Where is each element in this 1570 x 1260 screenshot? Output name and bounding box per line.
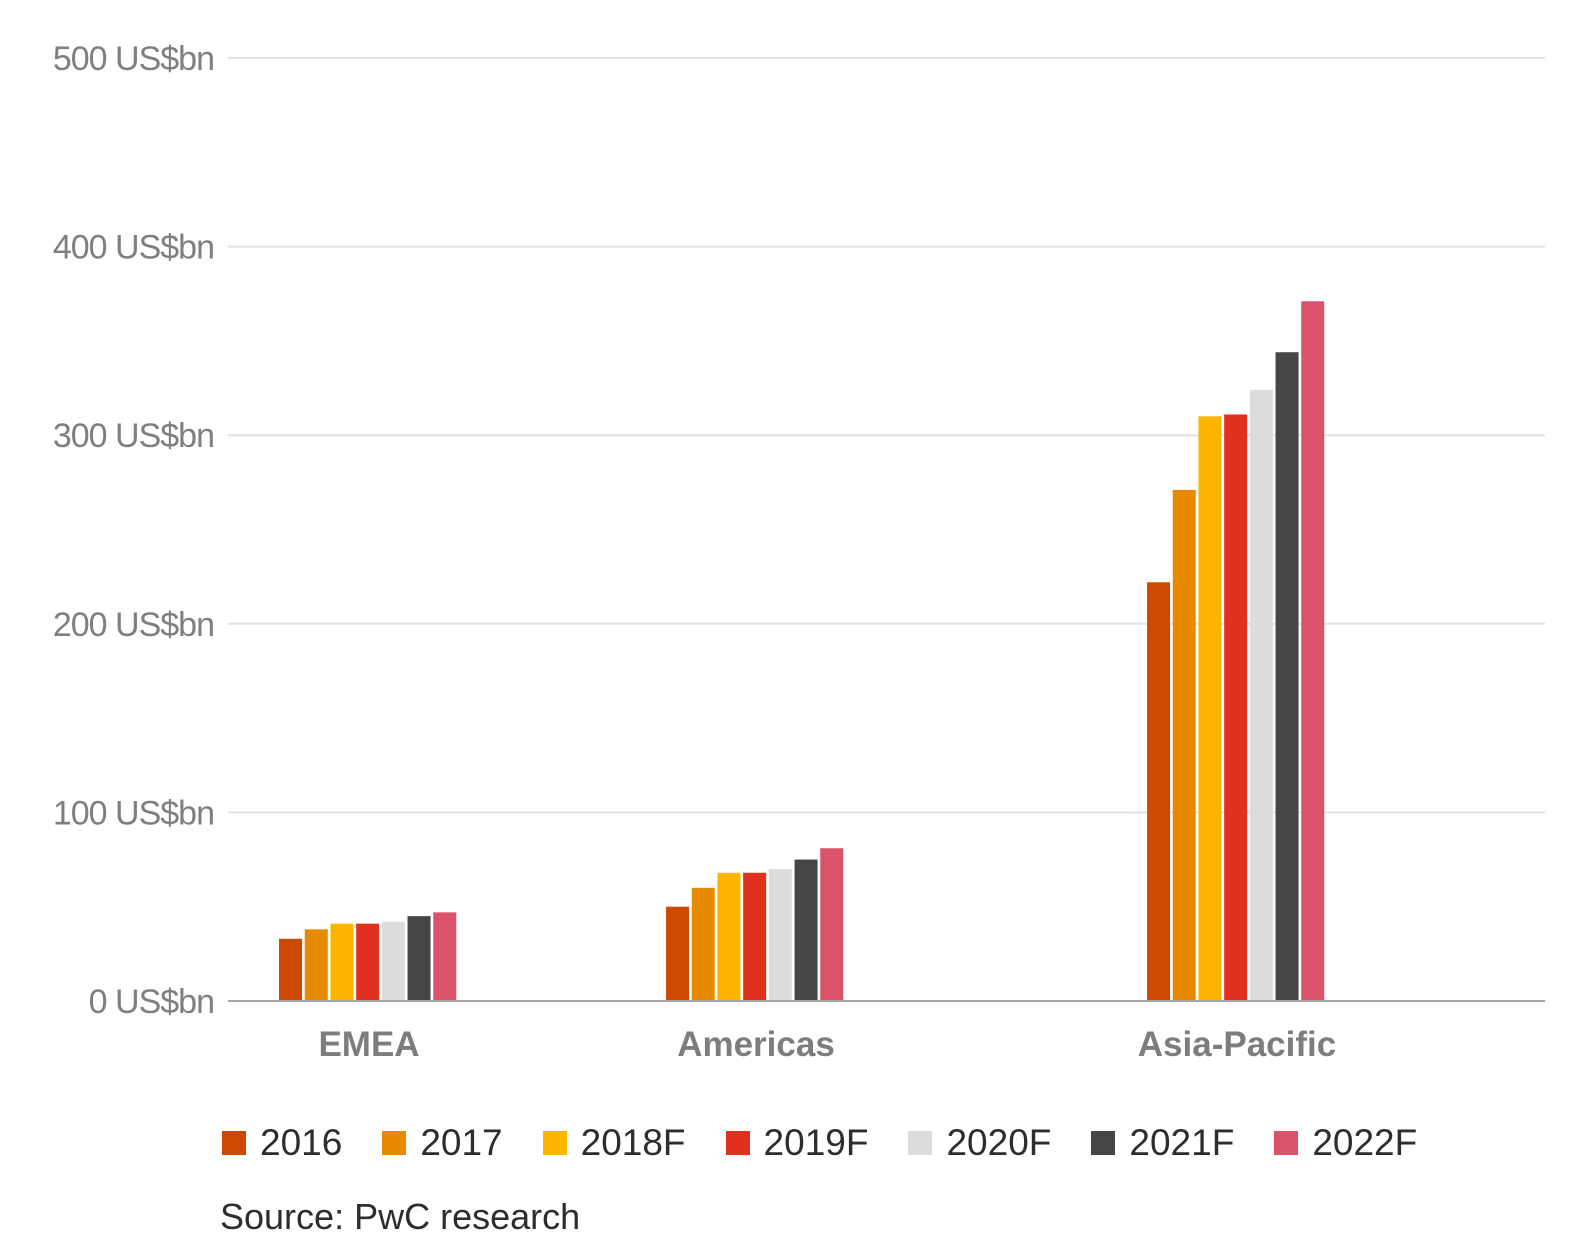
legend-item: 2018F [542, 1122, 686, 1164]
legend-label: 2021F [1129, 1122, 1235, 1163]
x-tick-label: Asia-Pacific [1138, 1025, 1336, 1064]
legend-item: 2016 [222, 1122, 342, 1164]
y-tick-label: 100 US$bn [53, 794, 214, 832]
bar-emea-2017 [304, 929, 328, 1001]
bar-asia-pacific-2017 [1172, 489, 1196, 1001]
bars [279, 301, 1325, 1002]
bar-asia-pacific-2016 [1147, 582, 1171, 1001]
y-tick-label: 500 US$bn [53, 40, 214, 78]
bar-emea-2021f [407, 916, 431, 1001]
bar-emea-2018f [330, 923, 354, 1001]
bar-asia-pacific-2018f [1198, 416, 1222, 1002]
legend-item: 2022F [1274, 1122, 1417, 1164]
bar-asia-pacific-2020f [1249, 389, 1273, 1001]
source-note: Source: PwC research [220, 1196, 581, 1237]
legend-label: 2018F [580, 1122, 686, 1163]
legend: 2016 2017 2018F 2019F 2020F 2021F 2022F [222, 1122, 1457, 1164]
x-tick-label: EMEA [318, 1025, 419, 1064]
legend-label: 2017 [420, 1122, 503, 1163]
legend-swatch [222, 1131, 246, 1155]
legend-item: 2017 [382, 1122, 503, 1164]
y-axis-tick-labels: 0 US$bn 100 US$bn 200 US$bn 300 US$bn 400 US… [53, 40, 215, 1021]
legend-swatch [1274, 1131, 1299, 1155]
bar-americas-2022f [820, 848, 844, 1001]
legend-label: 2019F [763, 1122, 869, 1163]
legend-item: 2021F [1091, 1122, 1234, 1164]
y-tick-label: 0 US$bn [89, 983, 214, 1021]
bar-chart: 0 US$bn 100 US$bn 200 US$bn 300 US$bn 400 US… [53, 40, 1545, 1064]
bar-asia-pacific-2022f [1301, 301, 1325, 1001]
legend-swatch [725, 1131, 750, 1155]
bar-americas-2019f [743, 872, 767, 1001]
bar-americas-2016 [666, 906, 690, 1001]
bar-emea-2022f [433, 912, 457, 1001]
x-axis-tick-labels: EMEA Americas Asia-Pacific [318, 1025, 1336, 1064]
legend-label: 2016 [260, 1122, 343, 1163]
x-tick-label: Americas [677, 1025, 835, 1064]
legend-swatch [542, 1131, 567, 1155]
bar-emea-2019f [356, 923, 380, 1001]
legend-swatch [908, 1131, 933, 1155]
bar-americas-2020f [768, 868, 792, 1001]
bar-americas-2021f [794, 859, 818, 1001]
y-tick-label: 300 US$bn [53, 417, 214, 455]
y-tick-label: 200 US$bn [53, 606, 214, 644]
legend-item: 2020F [908, 1122, 1051, 1164]
bar-americas-2018f [717, 872, 741, 1001]
y-tick-label: 400 US$bn [53, 229, 214, 267]
bar-americas-2017 [691, 887, 715, 1001]
legend-label: 2022F [1312, 1122, 1418, 1163]
bar-asia-pacific-2019f [1224, 414, 1248, 1002]
gridlines [228, 57, 1545, 814]
bar-asia-pacific-2021f [1275, 352, 1299, 1001]
legend-label: 2020F [946, 1122, 1052, 1163]
legend-swatch [1091, 1131, 1116, 1155]
legend-item: 2019F [725, 1122, 869, 1164]
bar-emea-2016 [279, 938, 303, 1001]
legend-swatch [382, 1131, 407, 1155]
bar-emea-2020f [381, 921, 405, 1001]
